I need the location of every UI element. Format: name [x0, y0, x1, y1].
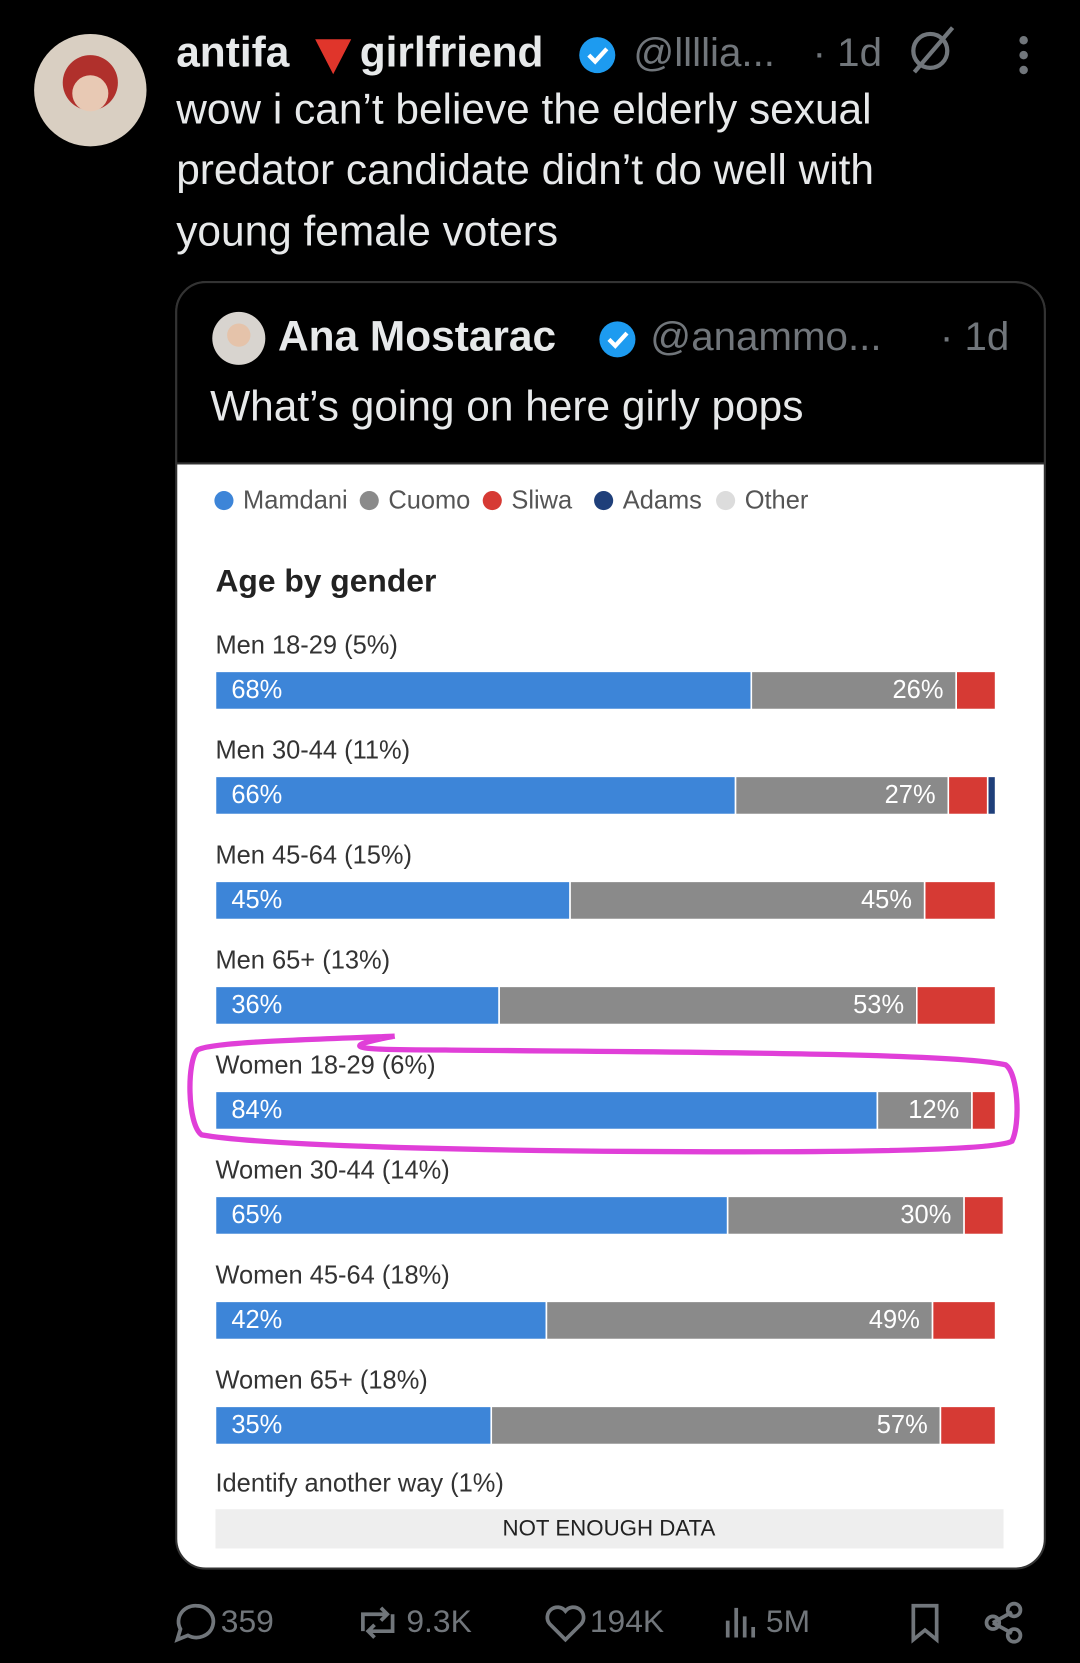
bar-segment [214, 1090, 879, 1131]
tweet-text: predator candidate didn’t do well with [176, 146, 874, 193]
legend-swatch [214, 491, 234, 511]
legend-label: Sliwa [511, 486, 573, 514]
author-name[interactable]: girlfriend [360, 28, 544, 75]
bar-segment [986, 775, 997, 816]
data-label: 53% [853, 991, 904, 1019]
avatar-face [72, 75, 109, 112]
legend-label: Adams [623, 486, 702, 514]
bar-segment [750, 670, 957, 711]
legend-swatch [716, 491, 736, 511]
verified-check [587, 47, 609, 65]
bar-segment [971, 1090, 997, 1131]
stacked-bar-chart: Mamdani Cuomo Sliwa Adams Other Men 18-29 (5%… [214, 486, 1005, 1446]
category-label: Women 45-64 (18%) [215, 1262, 449, 1290]
bar-segment [214, 1195, 729, 1236]
share-node [984, 1614, 1002, 1631]
data-label: 26% [893, 676, 944, 704]
legend-swatch [359, 491, 379, 511]
bookmark-icon[interactable] [911, 1603, 939, 1644]
no-data-note: NOT ENOUGH DATA [503, 1515, 716, 1540]
bar-segment [214, 880, 571, 921]
data-label: 49% [869, 1306, 920, 1334]
bar-segment [498, 985, 918, 1026]
category-label: Women 18-29 (6%) [215, 1052, 435, 1080]
verified-badge [599, 321, 636, 358]
bar-segment [490, 1405, 942, 1446]
data-label: 27% [885, 781, 936, 809]
grok-icon[interactable] [911, 31, 950, 70]
data-label: 66% [231, 781, 282, 809]
triangle-emoji [315, 39, 352, 75]
bar-segment [214, 670, 753, 711]
share-node [1005, 1627, 1023, 1644]
category-label: Women 30-44 (14%) [215, 1157, 449, 1185]
extra-label: Identify another way (1%) [215, 1470, 503, 1498]
bar-segment [947, 775, 989, 816]
like-count: 194K [590, 1603, 664, 1639]
bar-segment [931, 1300, 997, 1341]
views-icon[interactable] [725, 1607, 756, 1638]
handle[interactable]: @llllia... [633, 30, 775, 75]
data-label: 30% [900, 1201, 951, 1229]
bar-segment [955, 670, 997, 711]
bar-segment [726, 1195, 965, 1236]
share-node [1005, 1601, 1023, 1619]
menu-dot [1019, 50, 1028, 60]
quote-author[interactable]: Ana Mostarac [278, 313, 556, 360]
view-count: 5M [766, 1603, 810, 1639]
timestamp[interactable]: · 1d [813, 30, 882, 75]
legend-swatch [594, 491, 614, 511]
verified-badge [579, 37, 616, 74]
grok-icon-slash [912, 26, 955, 74]
data-label: 12% [908, 1096, 959, 1124]
data-label: 57% [877, 1411, 928, 1439]
quote-text: What’s going on here girly pops [210, 383, 803, 430]
data-label: 45% [231, 886, 282, 914]
data-label: 35% [231, 1411, 282, 1439]
menu-dot [1019, 65, 1028, 75]
category-label: Men 45-64 (15%) [215, 842, 412, 870]
legend-label: Mamdani [243, 486, 348, 514]
legend-label: Other [745, 486, 809, 514]
data-label: 65% [231, 1201, 282, 1229]
menu-dot [1019, 36, 1028, 45]
quote-header [175, 281, 1046, 465]
repost-icon[interactable] [361, 1606, 395, 1639]
category-label: Men 30-44 (11%) [215, 737, 410, 765]
quote-avatar-face [227, 323, 251, 347]
data-label: 84% [231, 1096, 282, 1124]
bar-segment [214, 985, 500, 1026]
tweet-text: young female voters [176, 208, 558, 255]
verified-check [607, 331, 629, 349]
quote-timestamp[interactable]: · 1d [940, 314, 1009, 359]
bar-segment [923, 880, 997, 921]
bar-segment [915, 985, 997, 1026]
data-label: 42% [231, 1306, 282, 1334]
no-data-box [215, 1509, 1004, 1549]
more-menu[interactable] [1019, 36, 1028, 75]
bar-segment [939, 1405, 997, 1446]
repost-count: 9.3K [406, 1603, 471, 1639]
bar-segment [214, 775, 737, 816]
bar-segment [963, 1195, 1005, 1236]
bar-segment [545, 1300, 934, 1341]
tweet-text: wow i can’t believe the elderly sexual [175, 86, 871, 133]
legend-swatch [482, 491, 502, 511]
data-label: 36% [231, 991, 282, 1019]
legend-label: Cuomo [388, 486, 470, 514]
author-name[interactable]: antifa [176, 28, 290, 75]
category-label: Men 65+ (13%) [215, 947, 390, 975]
data-label: 45% [861, 886, 912, 914]
chart-title: Age by gender [215, 563, 436, 599]
category-label: Men 18-29 (5%) [215, 632, 397, 660]
reply-count: 359 [221, 1603, 274, 1639]
data-label: 68% [231, 676, 282, 704]
quote-handle[interactable]: @anammo... [650, 314, 881, 359]
reply-icon[interactable] [174, 1603, 216, 1643]
highlight-circle [187, 1033, 1020, 1155]
category-label: Women 65+ (18%) [215, 1367, 427, 1395]
like-icon[interactable] [545, 1605, 586, 1643]
